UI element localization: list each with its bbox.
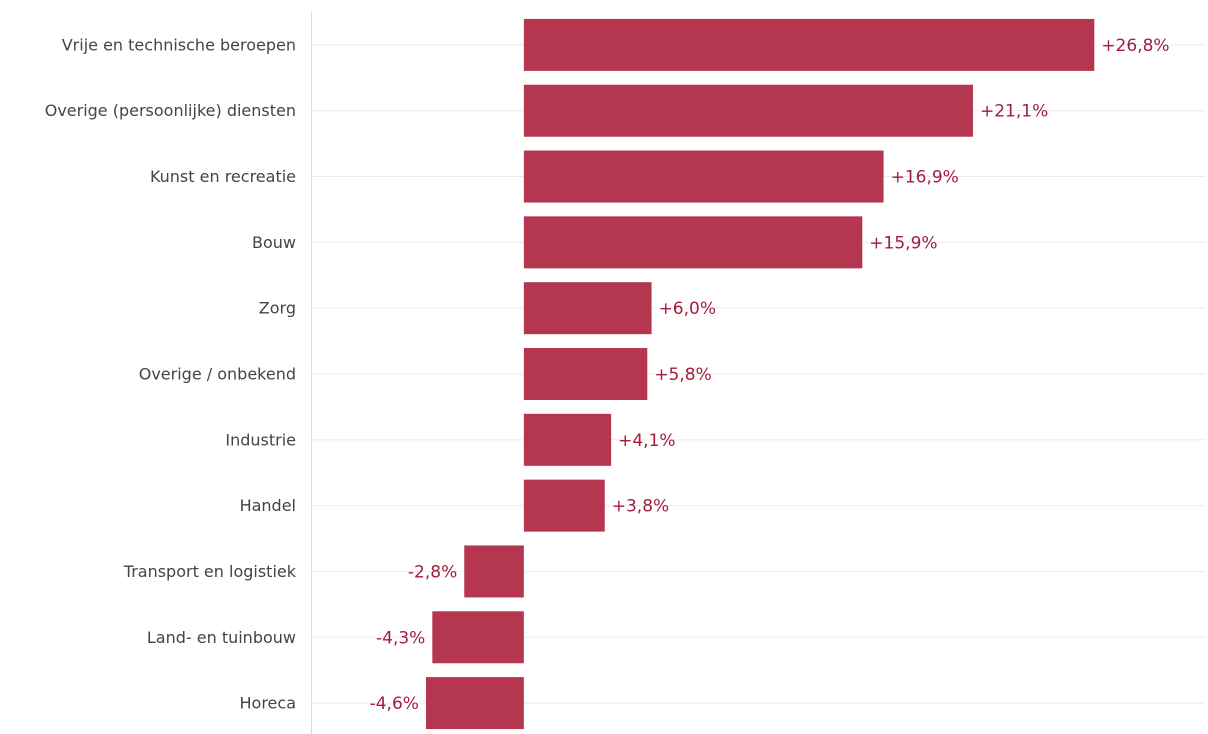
value-label: +4,1%	[618, 431, 675, 451]
category-label: Overige / onbekend	[139, 365, 296, 384]
value-label: +21,1%	[980, 102, 1048, 122]
bar	[523, 150, 884, 203]
bar	[523, 18, 1095, 71]
bar	[523, 282, 652, 335]
category-label: Kunst en recreatie	[150, 167, 296, 186]
category-label: Vrije en technische beroepen	[62, 35, 296, 54]
bar	[464, 545, 524, 598]
bar	[425, 677, 524, 730]
bar	[523, 479, 605, 532]
value-label: +15,9%	[869, 233, 937, 253]
value-label: +5,8%	[654, 365, 711, 385]
value-label: -4,6%	[370, 694, 419, 714]
bar	[523, 413, 612, 466]
category-label: Transport en logistiek	[123, 562, 297, 581]
category-label: Bouw	[252, 233, 296, 252]
category-label: Horeca	[240, 694, 297, 713]
bar	[523, 216, 863, 269]
category-label: Handel	[240, 496, 296, 515]
value-label: +26,8%	[1101, 36, 1169, 56]
value-label: +6,0%	[659, 299, 716, 319]
bar	[523, 84, 973, 137]
category-label: Overige (persoonlijke) diensten	[45, 101, 296, 120]
category-label: Industrie	[225, 430, 296, 449]
category-label: Zorg	[259, 299, 296, 318]
value-label: -2,8%	[408, 562, 457, 582]
value-label: +3,8%	[612, 497, 669, 517]
value-label: -4,3%	[376, 628, 425, 648]
bar	[432, 611, 524, 664]
value-label: +16,9%	[891, 168, 959, 188]
bar	[523, 348, 648, 400]
category-label: Land- en tuinbouw	[147, 628, 296, 647]
